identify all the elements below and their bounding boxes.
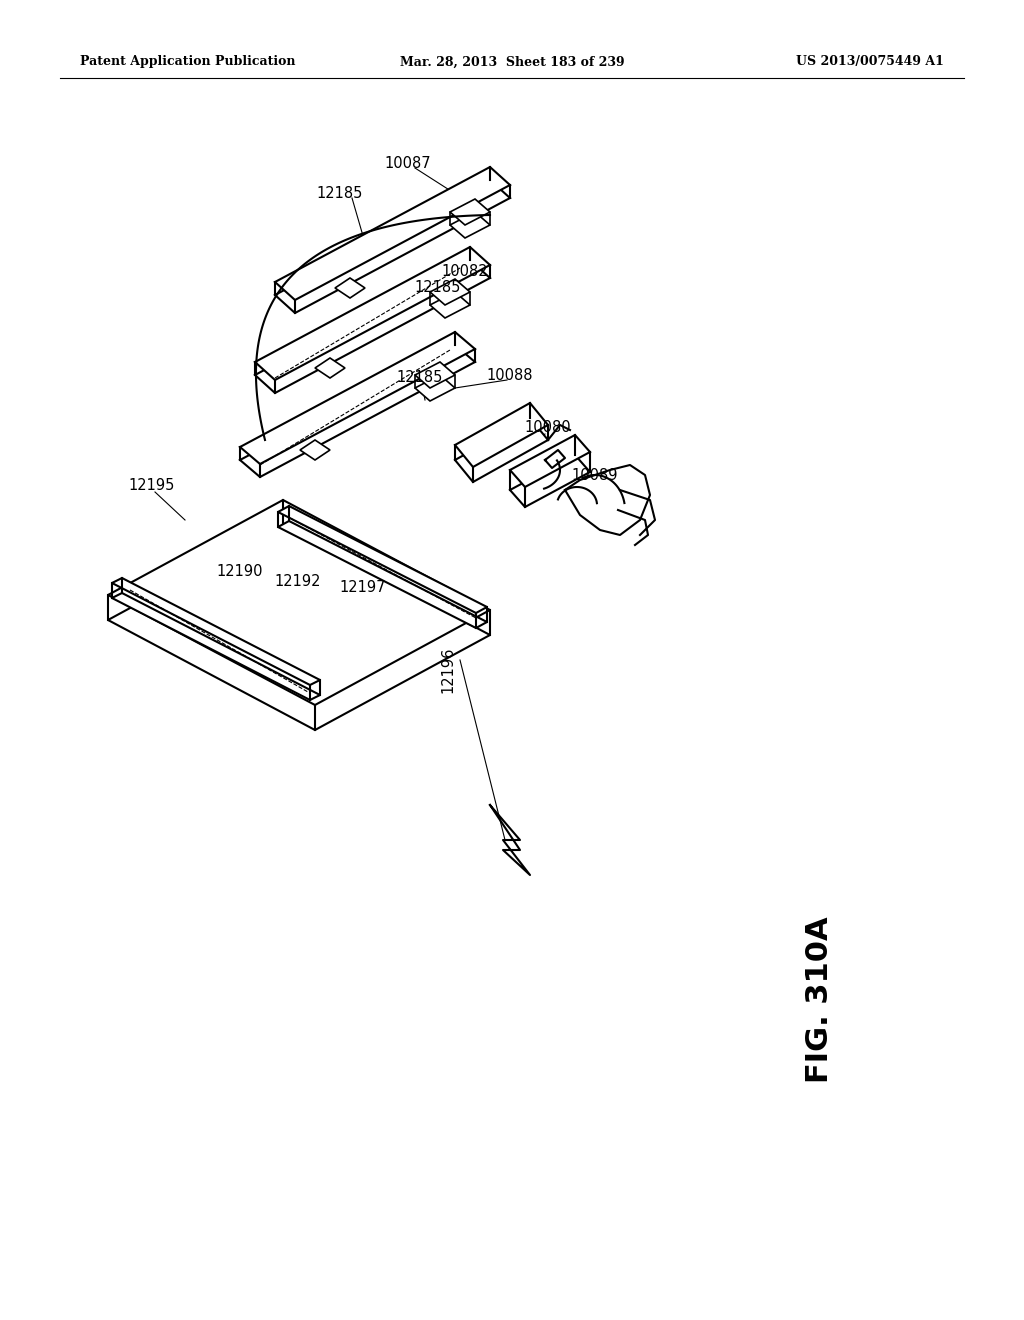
Text: 12190: 12190 <box>217 565 263 579</box>
Polygon shape <box>450 199 490 224</box>
Text: 12197: 12197 <box>340 581 386 595</box>
Polygon shape <box>300 440 330 459</box>
Polygon shape <box>430 292 470 318</box>
Polygon shape <box>315 358 345 378</box>
Polygon shape <box>510 436 590 487</box>
Polygon shape <box>455 403 548 467</box>
Polygon shape <box>255 247 490 380</box>
Text: Mar. 28, 2013  Sheet 183 of 239: Mar. 28, 2013 Sheet 183 of 239 <box>399 55 625 69</box>
Text: 12185: 12185 <box>397 371 443 385</box>
Polygon shape <box>430 279 470 305</box>
Text: FIG. 310A: FIG. 310A <box>806 916 835 1084</box>
Polygon shape <box>510 455 590 507</box>
Text: 12192: 12192 <box>274 574 322 590</box>
Text: Patent Application Publication: Patent Application Publication <box>80 55 296 69</box>
Polygon shape <box>112 593 319 700</box>
Polygon shape <box>275 168 510 300</box>
Polygon shape <box>415 362 455 388</box>
Polygon shape <box>278 521 487 628</box>
Polygon shape <box>415 375 455 401</box>
Polygon shape <box>335 279 365 298</box>
Polygon shape <box>112 578 319 685</box>
Text: 10080: 10080 <box>524 421 571 436</box>
Text: US 2013/0075449 A1: US 2013/0075449 A1 <box>796 55 944 69</box>
Polygon shape <box>108 500 490 705</box>
Polygon shape <box>455 418 548 482</box>
Polygon shape <box>450 213 490 238</box>
Text: 10089: 10089 <box>571 467 618 483</box>
Polygon shape <box>108 525 490 730</box>
Text: 12196: 12196 <box>440 647 456 693</box>
Polygon shape <box>275 180 510 313</box>
Polygon shape <box>255 260 490 393</box>
Polygon shape <box>240 333 475 465</box>
Polygon shape <box>278 506 487 612</box>
Text: 10088: 10088 <box>486 367 534 383</box>
Text: 12185: 12185 <box>316 186 364 201</box>
Text: 10082: 10082 <box>441 264 488 280</box>
Polygon shape <box>240 345 475 477</box>
Text: 12195: 12195 <box>129 479 175 494</box>
Text: 12185: 12185 <box>415 281 461 296</box>
Text: 10087: 10087 <box>385 156 431 170</box>
